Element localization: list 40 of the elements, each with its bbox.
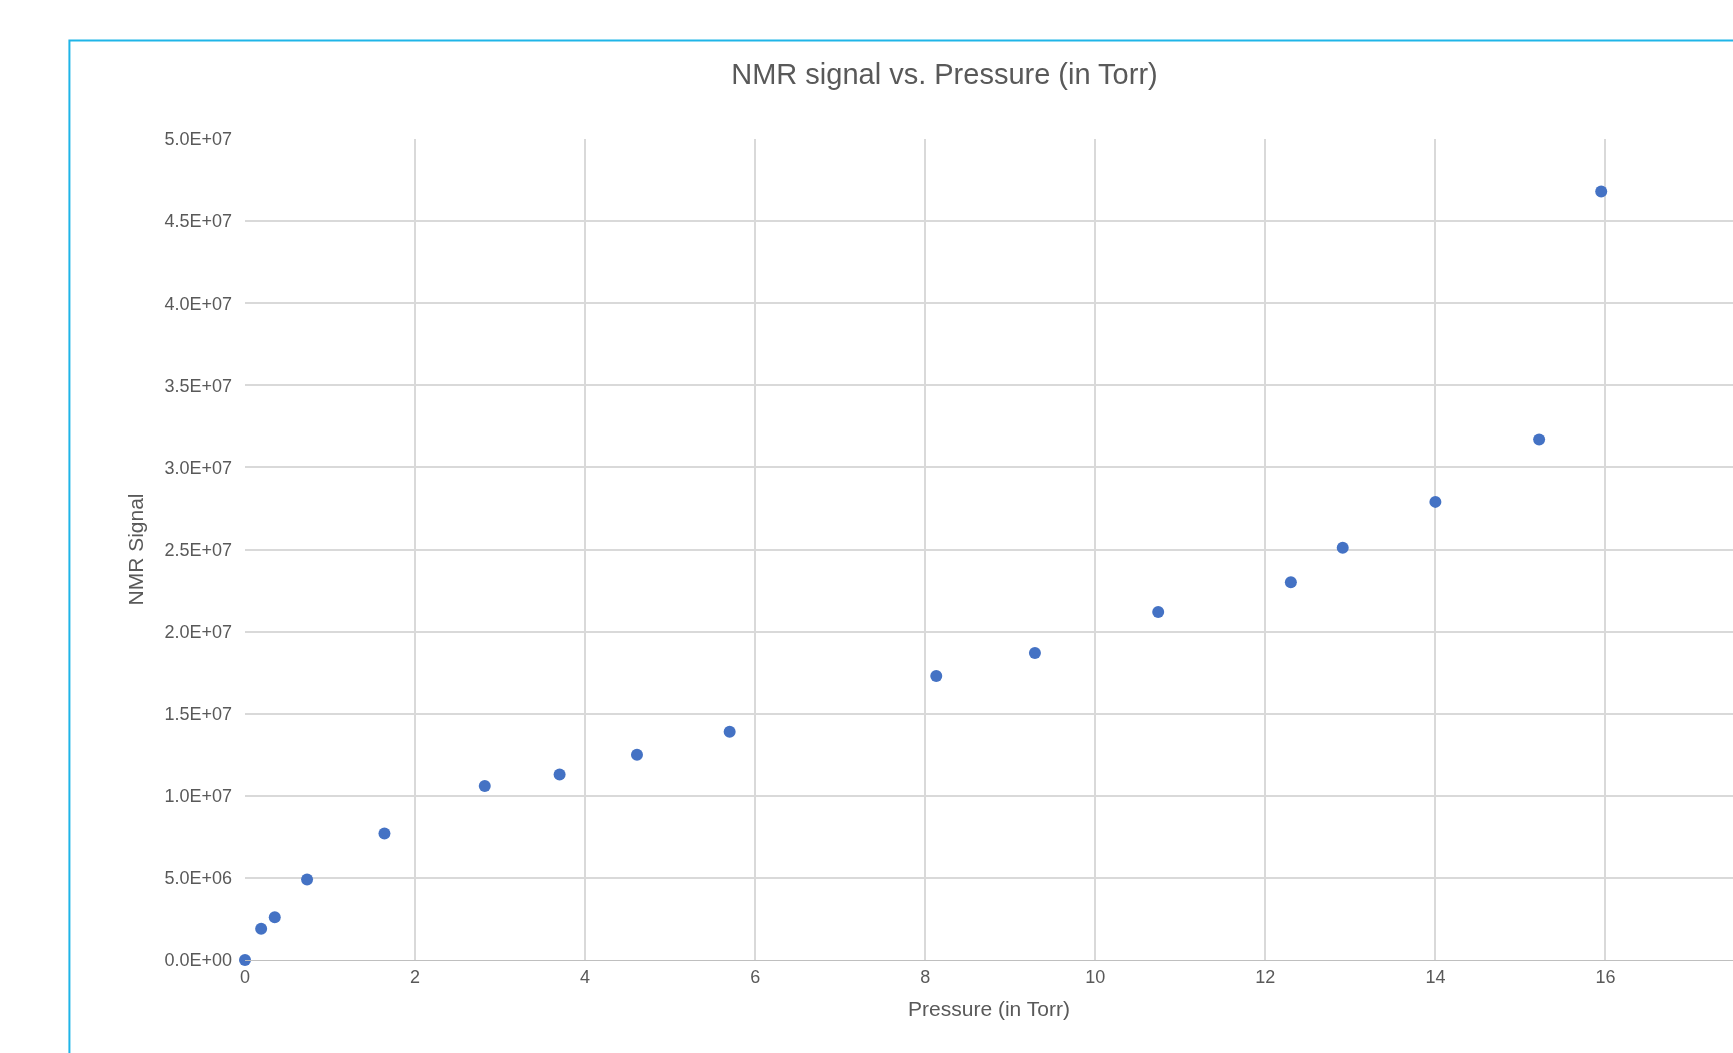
y-tick-label: 2.5E+07	[164, 539, 232, 560]
y-tick-label: 4.0E+07	[164, 293, 232, 314]
point	[1429, 495, 1442, 508]
point	[378, 827, 391, 840]
point	[1595, 185, 1608, 198]
point	[478, 779, 491, 792]
y-tick-label: 3.0E+07	[164, 457, 232, 478]
point	[239, 954, 251, 966]
point	[630, 748, 643, 761]
point	[1336, 541, 1349, 554]
y-tick-label: 4.5E+07	[164, 211, 232, 232]
point	[930, 669, 943, 682]
point	[553, 768, 566, 781]
point	[1028, 646, 1041, 659]
y-tick-label: 5.0E+07	[164, 129, 232, 150]
y-tick-label: 3.5E+07	[164, 375, 232, 396]
x-tick-label: 6	[750, 966, 761, 987]
y-tick-label: 1.0E+07	[164, 786, 232, 807]
point	[255, 922, 268, 935]
point	[268, 911, 281, 924]
point	[1284, 576, 1297, 589]
y-tick-label: 1.5E+07	[164, 704, 232, 724]
x-tick-label: 12	[1255, 966, 1276, 987]
chart-title: NMR signal vs. Pressure (in Torr)	[731, 57, 1158, 90]
point	[723, 725, 736, 738]
x-axis-title: Pressure (in Torr)	[908, 996, 1070, 1020]
point	[1152, 605, 1165, 618]
y-tick-label: 0.0E+00	[164, 950, 232, 971]
x-tick-label: 0	[239, 966, 251, 987]
point	[1533, 433, 1546, 446]
y-axis-title: NMR Signal	[123, 493, 147, 606]
x-tick-label: 8	[920, 966, 931, 987]
y-tick-label: 5.0E+06	[164, 868, 232, 889]
x-tick-label: 4	[580, 966, 591, 987]
x-tick-label: 16	[1595, 966, 1616, 987]
point	[301, 873, 314, 886]
x-tick-label: 2	[410, 966, 421, 987]
x-tick-label: 14	[1425, 966, 1446, 987]
x-tick-label: 10	[1085, 966, 1106, 987]
y-tick-label: 2.0E+07	[164, 621, 232, 642]
